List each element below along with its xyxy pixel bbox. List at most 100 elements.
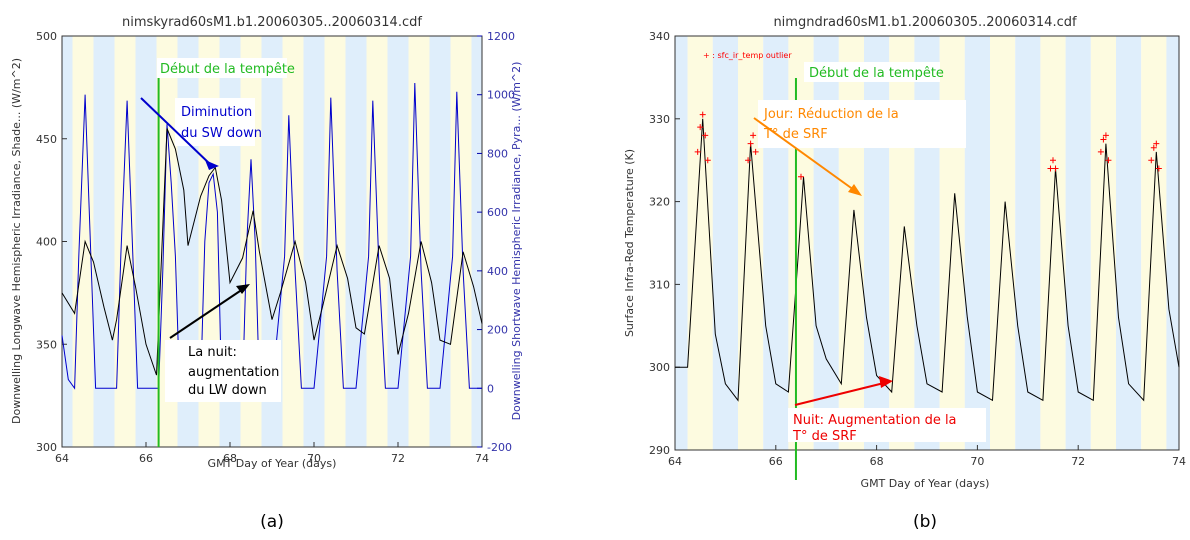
day-night-band [813, 36, 839, 450]
annotation-arrow-lw [169, 288, 244, 339]
y-right-tick-label: 1200 [487, 30, 515, 43]
outlier-marker [798, 173, 804, 180]
x-tick-label: 70 [307, 452, 321, 465]
y-axis-label-right-a: Downwelling Shortwave Hemispheric Irradi… [510, 62, 523, 421]
y-tick-label: 350 [36, 338, 57, 351]
x-tick-label: 72 [1071, 455, 1085, 468]
y-right-tick-label: 1000 [487, 89, 515, 102]
day-night-band [687, 36, 713, 450]
axis-ticks-a: 64 66 68 70 72 74 300 350 400 450 500 -200 0 200 400 60… [36, 30, 515, 465]
plot-frame-b [674, 35, 1180, 451]
annotation-arrowhead-night [879, 376, 893, 388]
y-tick-label: 290 [649, 444, 670, 457]
outlier-marker [1047, 165, 1054, 172]
day-night-band [366, 36, 388, 447]
day-night-band [282, 36, 304, 447]
y-right-tick-label: -200 [487, 441, 512, 454]
annotation-sw-line2: du SW down [181, 126, 262, 141]
outlier-marker [699, 111, 706, 118]
y-tick-label: 450 [36, 133, 57, 146]
y-tick-label: 310 [649, 278, 670, 291]
day-night-band [1065, 36, 1091, 450]
y-tick-label: 330 [649, 113, 670, 126]
annotation-day-line1: Jour: Réduction de la [763, 107, 899, 122]
annotation-box-lw [165, 340, 281, 402]
day-night-band [1141, 36, 1167, 450]
y-tick-label: 340 [649, 30, 670, 43]
day-night-band [763, 36, 789, 450]
day-night-band [889, 36, 915, 450]
outlier-marker [747, 140, 754, 147]
annotation-box-storm-a [157, 58, 287, 78]
y-right-tick-label: 0 [487, 382, 494, 395]
annotation-box-sw [175, 98, 255, 146]
day-night-band [1116, 36, 1142, 450]
annotation-box-night [788, 408, 986, 442]
day-night-band [324, 36, 346, 447]
chart-title-a: nimskyrad60sM1.b1.20060305..20060314.cdf [122, 15, 422, 30]
surface-temperature-line [675, 118, 1180, 402]
y-right-tick-label: 800 [487, 147, 508, 160]
day-night-band [429, 36, 451, 447]
x-tick-label: 68 [223, 452, 237, 465]
day-night-band [408, 36, 430, 447]
outlier-marker [702, 132, 709, 139]
y-tick-label: 320 [649, 196, 670, 209]
y-tick-label: 400 [36, 236, 57, 249]
longwave-line [61, 128, 483, 376]
x-tick-label: 66 [769, 455, 783, 468]
annotation-lw-line1: La nuit: [188, 345, 237, 360]
annotation-day-line2: T° de SRF [763, 127, 828, 142]
y-right-tick-label: 200 [487, 324, 508, 337]
annotation-lw-line3: du LW down [188, 383, 267, 398]
day-night-band [788, 36, 814, 450]
day-night-band [964, 36, 990, 450]
day-night-band [135, 36, 157, 447]
annotation-arrowhead-lw [236, 284, 250, 294]
outlier-marker [704, 157, 711, 164]
x-tick-label: 72 [391, 452, 405, 465]
outlier-marker [752, 148, 759, 155]
y-axis-label-b: Surface Infra-Red Temperature (K) [623, 149, 636, 337]
outlier-marker [1052, 165, 1059, 172]
chart-panel-a: nimskyrad60sM1.b1.20060305..20060314.cdf… [10, 15, 523, 532]
outlier-marker [1050, 157, 1056, 164]
annotation-arrow-day [753, 117, 855, 191]
annotation-sw-line1: Diminution [181, 105, 252, 120]
day-night-band [712, 36, 738, 450]
chart-panel-b: nimgndrad60sM1.b1.20060305..20060314.cdf… [623, 15, 1186, 532]
day-night-band [114, 36, 136, 447]
day-night-band [471, 36, 482, 447]
annotation-night-line2: T° de SRF [792, 429, 857, 444]
legend-outlier: + : sfc_ir_temp outlier [703, 51, 792, 60]
y-tick-label: 500 [36, 30, 57, 43]
day-night-band [1015, 36, 1041, 450]
day-night-band [62, 36, 73, 447]
y-right-tick-label: 400 [487, 265, 508, 278]
annotation-night-line1: Nuit: Augmentation de la [793, 413, 957, 428]
annotation-arrow-sw [140, 97, 213, 167]
axis-ticks-b: 64 66 68 70 72 74 290 300 310 320 330 340 [649, 30, 1186, 468]
day-night-band [738, 36, 764, 450]
y-tick-label: 300 [36, 441, 57, 454]
x-tick-label: 70 [970, 455, 984, 468]
outlier-marker [697, 124, 704, 131]
x-tick-label: 74 [1172, 455, 1186, 468]
chart-title-b: nimgndrad60sM1.b1.20060305..20060314.cdf [773, 15, 1077, 30]
outlier-marker [694, 148, 701, 155]
x-tick-label: 64 [668, 455, 682, 468]
x-tick-label: 68 [870, 455, 884, 468]
day-night-band [1090, 36, 1116, 450]
annotation-box-day [758, 100, 966, 148]
annotation-box-storm-b [804, 62, 940, 82]
x-tick-label: 74 [475, 452, 489, 465]
day-night-band [303, 36, 325, 447]
outlier-marker [1100, 136, 1107, 143]
annotation-arrow-night [794, 382, 885, 406]
outlier-marker [1155, 165, 1162, 172]
outlier-marker [1097, 148, 1104, 155]
day-night-band [675, 36, 688, 450]
day-night-band [914, 36, 940, 450]
outlier-marker [1102, 132, 1109, 139]
